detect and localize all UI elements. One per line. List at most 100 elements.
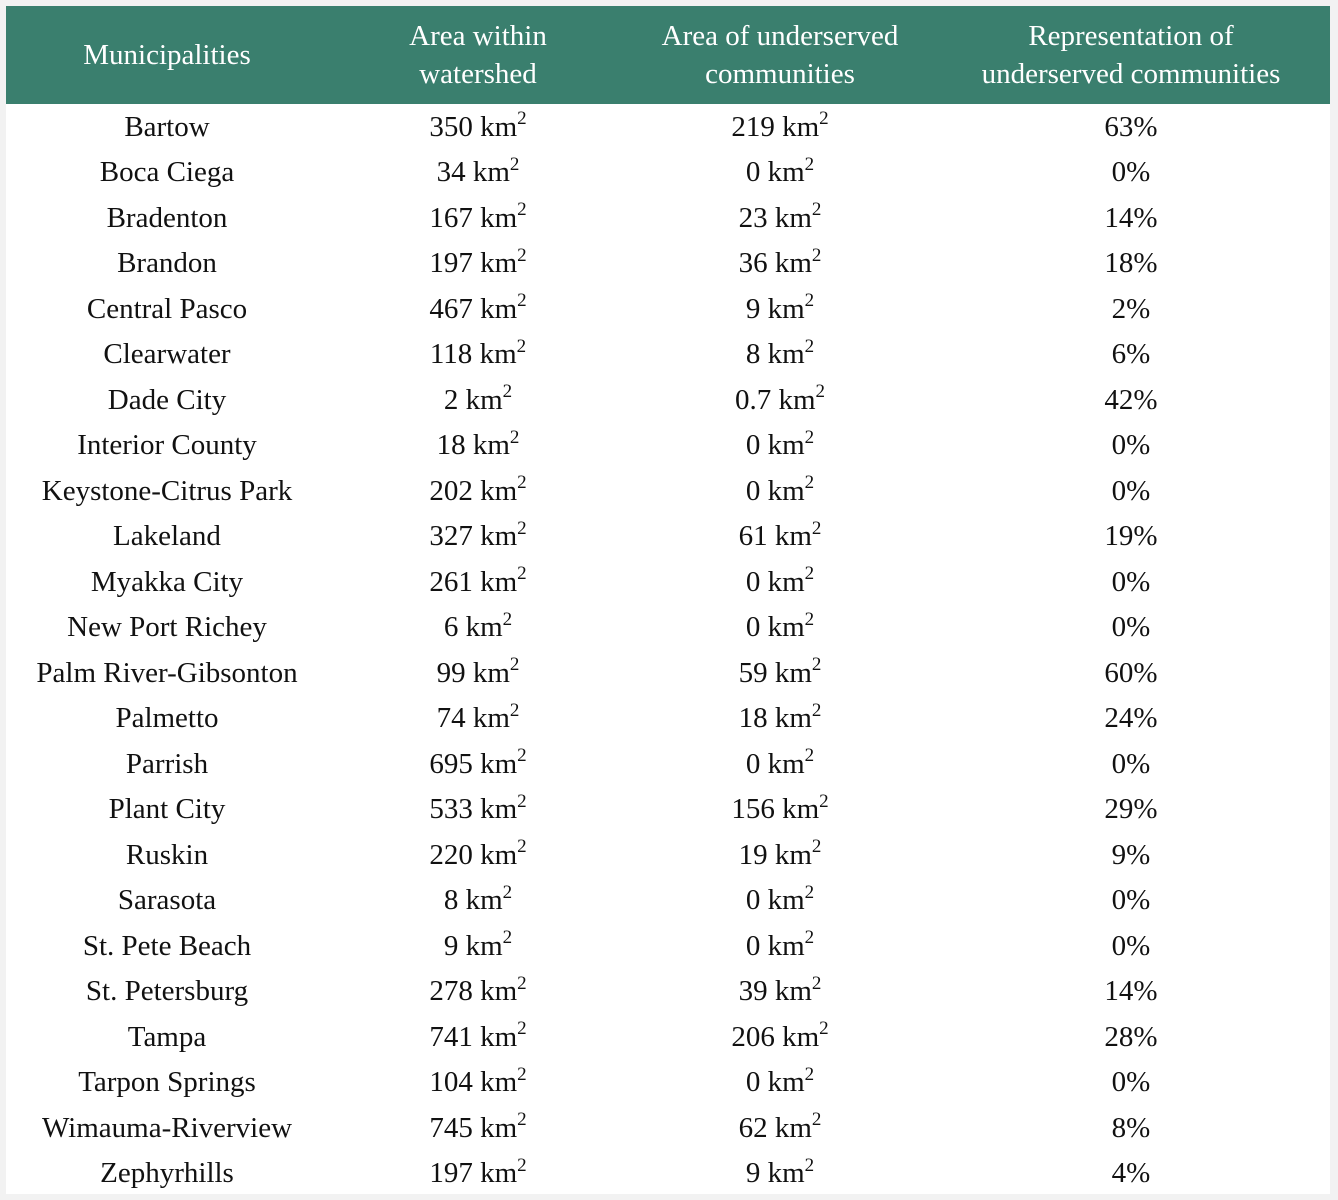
area-underserved-cell: 0 km2 xyxy=(628,923,932,969)
representation-value: 0% xyxy=(1111,156,1151,189)
unit-label: km xyxy=(472,429,510,462)
area-watershed-cell: 104 km2 xyxy=(328,1060,628,1106)
header-area-watershed-line1: Area within xyxy=(409,20,547,52)
table-body: Bartow 350 km2 219 km2 63% Boca Ciega 34 km2 0… xyxy=(6,104,1330,1196)
municipality-name: Plant City xyxy=(108,793,226,826)
area-underserved-cell-value: 156 xyxy=(731,793,775,826)
table-row: Parrish 695 km2 0 km2 0% xyxy=(6,741,1330,787)
representation-cell: 42% xyxy=(932,377,1330,423)
area-watershed-cell: 6 km2 xyxy=(328,605,628,651)
area-watershed-cell-value: 99 xyxy=(436,656,466,689)
unit-label: km xyxy=(767,611,805,644)
representation-cell: 2% xyxy=(932,286,1330,332)
unit-label: km xyxy=(480,110,518,143)
area-underserved-cell-value: 19 xyxy=(738,838,768,871)
unit-exponent: 2 xyxy=(804,881,815,903)
representation-cell: 0% xyxy=(932,605,1330,651)
table-row: Zephyrhills 197 km2 9 km2 4% xyxy=(6,1151,1330,1197)
representation-cell: 19% xyxy=(932,514,1330,560)
representation-cell: 0% xyxy=(932,559,1330,605)
area-watershed-cell: 350 km2 xyxy=(328,104,628,150)
unit-exponent: 2 xyxy=(811,199,822,221)
table-row: New Port Richey 6 km2 0 km2 0% xyxy=(6,605,1330,651)
unit-label: km xyxy=(480,520,518,553)
unit-exponent: 2 xyxy=(804,563,815,585)
area-watershed-cell-value: 197 xyxy=(429,1157,473,1190)
representation-cell: 29% xyxy=(932,787,1330,833)
municipality-name: Brandon xyxy=(117,247,217,280)
representation-cell: 0% xyxy=(932,1060,1330,1106)
representation-cell: 60% xyxy=(932,650,1330,696)
table-row: Keystone-Citrus Park 202 km2 0 km2 0% xyxy=(6,468,1330,514)
area-watershed-cell-value: 18 xyxy=(436,429,466,462)
unit-label: km xyxy=(774,838,812,871)
unit-label: km xyxy=(480,838,518,871)
unit-exponent: 2 xyxy=(811,244,822,266)
representation-value: 19% xyxy=(1104,520,1158,553)
unit-exponent: 2 xyxy=(509,699,520,721)
area-underserved-cell-value: 206 xyxy=(731,1020,775,1053)
representation-value: 0% xyxy=(1111,747,1151,780)
area-watershed-cell: 202 km2 xyxy=(328,468,628,514)
representation-value: 42% xyxy=(1104,383,1158,416)
unit-label: km xyxy=(782,110,820,143)
area-watershed-cell: 197 km2 xyxy=(328,1151,628,1197)
municipality-name: Zephyrhills xyxy=(100,1157,234,1190)
representation-value: 0% xyxy=(1111,1066,1151,1099)
unit-exponent: 2 xyxy=(819,1018,829,1040)
representation-cell: 18% xyxy=(932,241,1330,287)
unit-exponent: 2 xyxy=(517,1063,527,1085)
representation-cell: 0% xyxy=(932,423,1330,469)
representation-value: 24% xyxy=(1104,702,1158,735)
table-row: Clearwater 118 km2 8 km2 6% xyxy=(6,332,1330,378)
header-representation-line1: Representation of xyxy=(1028,20,1234,52)
representation-value: 14% xyxy=(1104,975,1158,1008)
area-underserved-cell-value: 0 xyxy=(745,747,761,780)
municipality-name: Central Pasco xyxy=(86,292,248,325)
municipality-cell: Zephyrhills xyxy=(6,1151,328,1197)
unit-exponent: 2 xyxy=(804,745,815,767)
municipality-cell: Clearwater xyxy=(6,332,328,378)
area-underserved-cell: 62 km2 xyxy=(628,1105,932,1151)
unit-label: km xyxy=(465,611,503,644)
unit-exponent: 2 xyxy=(509,654,520,676)
unit-label: km xyxy=(767,884,805,917)
representation-cell: 0% xyxy=(932,741,1330,787)
area-watershed-cell-value: 118 xyxy=(429,338,473,371)
representation-value: 0% xyxy=(1111,474,1151,507)
unit-exponent: 2 xyxy=(804,1154,815,1176)
table-container: Municipalities Area within watershed Are… xyxy=(6,6,1330,1194)
municipality-cell: Ruskin xyxy=(6,832,328,878)
area-underserved-cell-value: 0.7 xyxy=(734,383,772,416)
municipality-name: Clearwater xyxy=(103,338,231,371)
municipality-cell: Interior County xyxy=(6,423,328,469)
municipality-cell: Palmetto xyxy=(6,696,328,742)
representation-value: 60% xyxy=(1104,656,1158,689)
area-underserved-cell-value: 0 xyxy=(745,156,761,189)
unit-label: km xyxy=(480,793,518,826)
unit-label: km xyxy=(480,474,518,507)
unit-label: km xyxy=(767,474,805,507)
table-row: Sarasota 8 km2 0 km2 0% xyxy=(6,878,1330,924)
area-watershed-cell: 467 km2 xyxy=(328,286,628,332)
area-watershed-cell-value: 350 xyxy=(429,110,473,143)
representation-value: 29% xyxy=(1104,793,1158,826)
area-underserved-cell: 9 km2 xyxy=(628,1151,932,1197)
unit-exponent: 2 xyxy=(804,153,815,175)
area-watershed-cell: 327 km2 xyxy=(328,514,628,560)
municipality-cell: St. Pete Beach xyxy=(6,923,328,969)
area-underserved-cell: 0 km2 xyxy=(628,741,932,787)
unit-exponent: 2 xyxy=(516,335,527,357)
municipality-cell: Plant City xyxy=(6,787,328,833)
table-row: Myakka City 261 km2 0 km2 0% xyxy=(6,559,1330,605)
unit-exponent: 2 xyxy=(517,836,527,858)
representation-value: 0% xyxy=(1111,565,1151,598)
unit-exponent: 2 xyxy=(517,472,527,494)
municipality-name: Tampa xyxy=(127,1020,207,1053)
municipality-name: Interior County xyxy=(77,429,257,462)
municipality-name: St. Petersburg xyxy=(85,975,249,1008)
area-underserved-cell: 0 km2 xyxy=(628,605,932,651)
unit-label: km xyxy=(472,702,510,735)
unit-label: km xyxy=(774,656,812,689)
